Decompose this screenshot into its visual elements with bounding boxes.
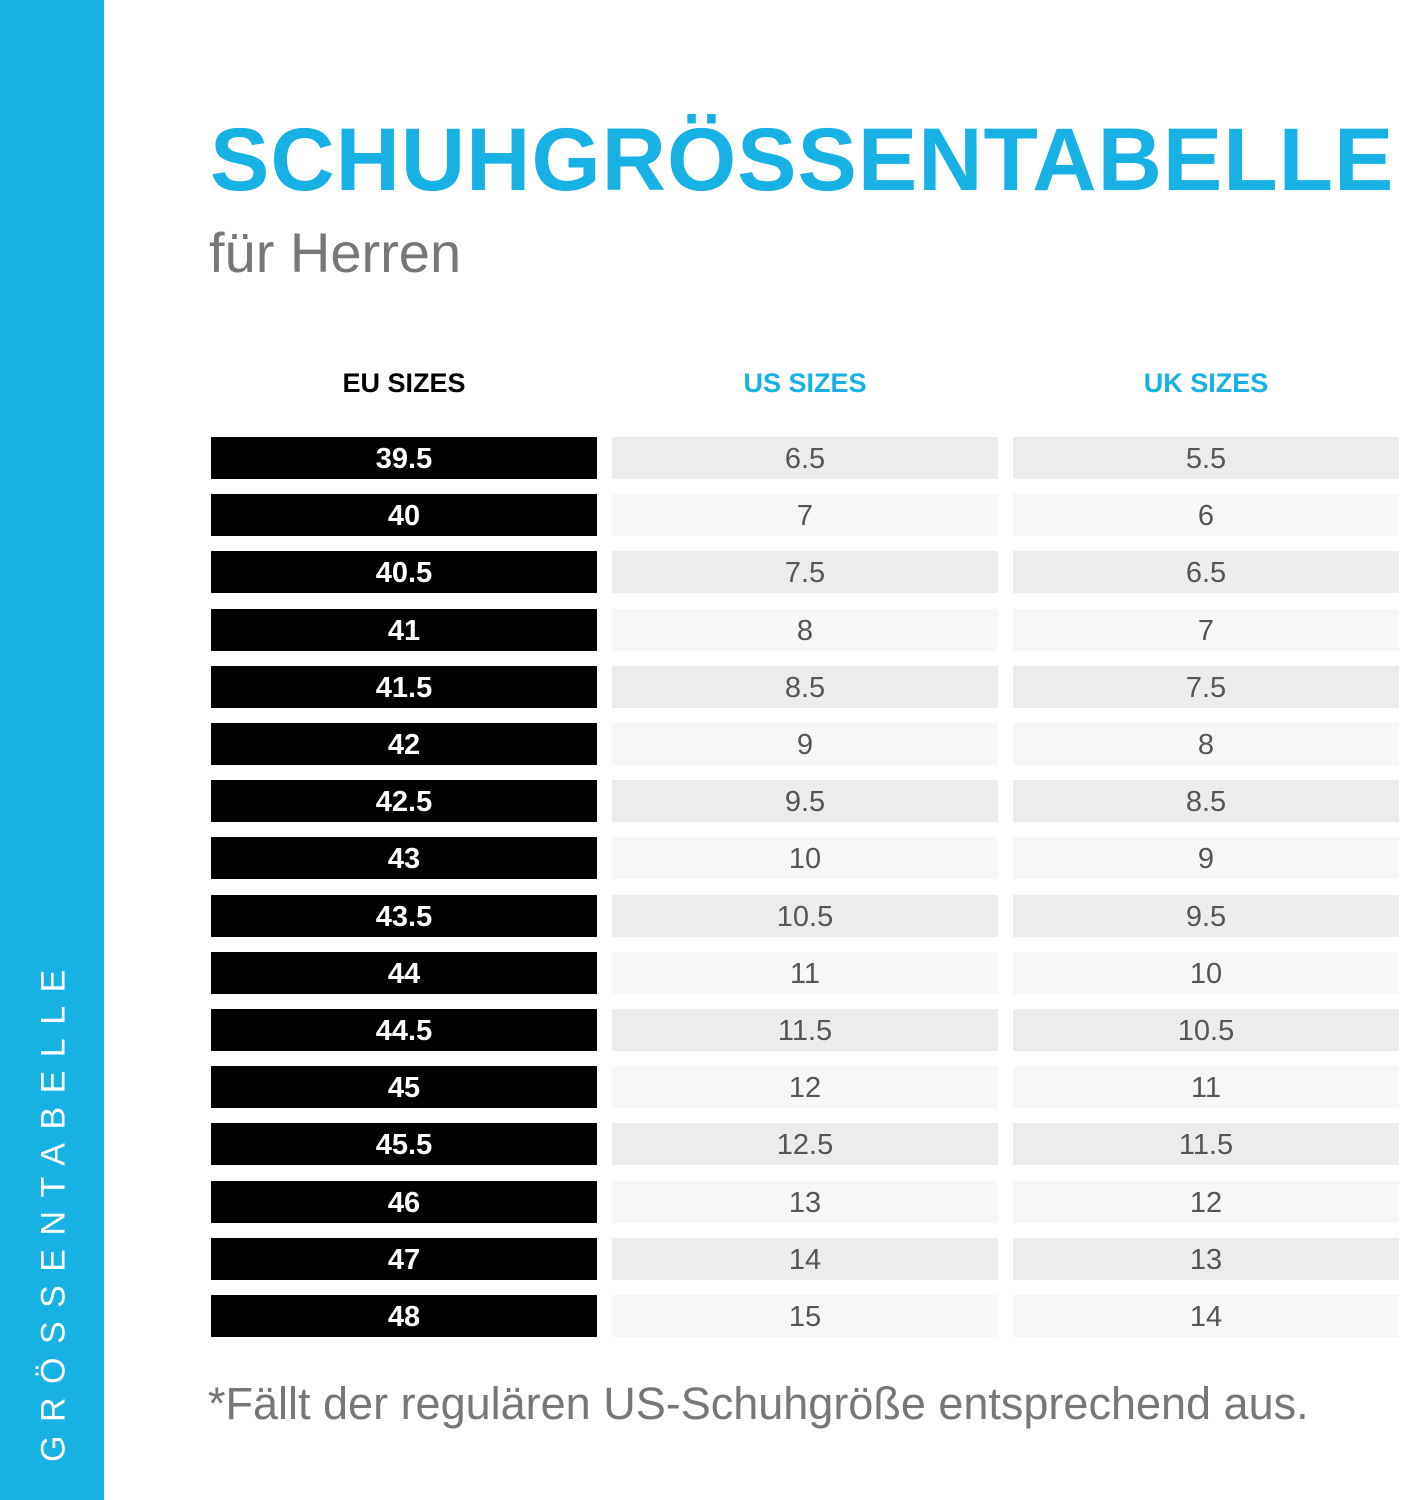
page-subtitle: für Herren — [209, 221, 462, 284]
uk-size-cell: 6 — [1013, 494, 1399, 537]
us-size-cell: 11.5 — [612, 1009, 998, 1051]
table-row: 43.5 10.5 9.5 — [211, 894, 1399, 937]
uk-size-cell: 11 — [1013, 1066, 1399, 1109]
us-size-cell: 10 — [612, 837, 998, 880]
us-size-cell: 8.5 — [612, 665, 998, 708]
uk-size-cell: 6.5 — [1013, 551, 1399, 594]
table-row: 39.5 6.5 5.5 — [211, 437, 1399, 479]
sidebar-label: GRÖSSENTABELLE — [34, 956, 73, 1462]
us-size-cell: 14 — [612, 1237, 998, 1280]
table-row: 41.5 8.5 7.5 — [211, 665, 1399, 708]
uk-size-cell: 8.5 — [1013, 780, 1399, 823]
uk-size-cell: 14 — [1013, 1295, 1399, 1337]
uk-size-cell: 13 — [1013, 1237, 1399, 1280]
uk-size-cell: 5.5 — [1013, 437, 1399, 479]
uk-size-cell: 8 — [1013, 723, 1399, 765]
eu-size-cell: 44.5 — [211, 1009, 597, 1051]
us-size-cell: 13 — [612, 1180, 998, 1223]
uk-size-cell: 12 — [1013, 1180, 1399, 1223]
eu-size-cell: 44 — [211, 951, 597, 994]
uk-size-cell: 9.5 — [1013, 894, 1399, 937]
eu-size-cell: 48 — [211, 1295, 597, 1337]
us-size-cell: 11 — [612, 951, 998, 994]
uk-size-cell: 10 — [1013, 951, 1399, 994]
table-row: 44 11 10 — [211, 951, 1399, 994]
table-row: 45.5 12.5 11.5 — [211, 1123, 1399, 1166]
column-header-uk: UK SIZES — [1143, 368, 1269, 398]
eu-size-cell: 40 — [211, 494, 597, 537]
table-row: 48 15 14 — [211, 1295, 1399, 1337]
table-row: 46 13 12 — [211, 1180, 1399, 1223]
eu-size-cell: 45.5 — [211, 1123, 597, 1166]
us-size-cell: 7.5 — [612, 551, 998, 594]
footnote: *Fällt der regulären US-Schuhgröße entsp… — [208, 1378, 1309, 1429]
eu-size-cell: 45 — [211, 1066, 597, 1109]
eu-size-cell: 46 — [211, 1180, 597, 1223]
uk-size-cell: 10.5 — [1013, 1009, 1399, 1051]
eu-size-cell: 47 — [211, 1237, 597, 1280]
table-row: 42 9 8 — [211, 723, 1399, 765]
us-size-cell: 15 — [612, 1295, 998, 1337]
eu-size-cell: 43 — [211, 837, 597, 880]
table-row: 40 7 6 — [211, 494, 1399, 537]
table-row: 44.5 11.5 10.5 — [211, 1009, 1399, 1051]
us-size-cell: 10.5 — [612, 894, 998, 937]
us-size-cell: 8 — [612, 608, 998, 651]
eu-size-cell: 42.5 — [211, 780, 597, 823]
us-size-cell: 12.5 — [612, 1123, 998, 1166]
sidebar-band: GRÖSSENTABELLE — [0, 0, 104, 1500]
us-size-cell: 6.5 — [612, 437, 998, 479]
column-header-us: US SIZES — [743, 368, 867, 398]
column-header-eu: EU SIZES — [342, 368, 466, 398]
uk-size-cell: 9 — [1013, 837, 1399, 880]
eu-size-cell: 41.5 — [211, 665, 597, 708]
eu-size-cell: 42 — [211, 723, 597, 765]
uk-size-cell: 11.5 — [1013, 1123, 1399, 1166]
eu-size-cell: 39.5 — [211, 437, 597, 479]
table-row: 42.5 9.5 8.5 — [211, 780, 1399, 823]
eu-size-cell: 43.5 — [211, 894, 597, 937]
eu-size-cell: 40.5 — [211, 551, 597, 594]
table-row: 47 14 13 — [211, 1237, 1399, 1280]
uk-size-cell: 7 — [1013, 608, 1399, 651]
page-title: SCHUHGRÖSSENTABELLE — [210, 109, 1395, 209]
us-size-cell: 9.5 — [612, 780, 998, 823]
table-row: 40.5 7.5 6.5 — [211, 551, 1399, 594]
eu-size-cell: 41 — [211, 608, 597, 651]
table-row: 43 10 9 — [211, 837, 1399, 880]
table-row: 41 8 7 — [211, 608, 1399, 651]
us-size-cell: 9 — [612, 723, 998, 765]
uk-size-cell: 7.5 — [1013, 665, 1399, 708]
us-size-cell: 7 — [612, 494, 998, 537]
table-row: 45 12 11 — [211, 1066, 1399, 1109]
us-size-cell: 12 — [612, 1066, 998, 1109]
